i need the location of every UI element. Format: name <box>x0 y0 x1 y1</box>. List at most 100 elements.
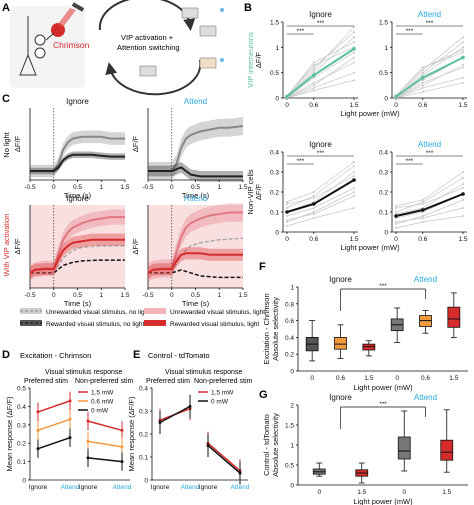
individual-point <box>286 207 288 209</box>
y-tick-label: 0 <box>384 230 388 237</box>
individual-cell-line <box>395 64 464 98</box>
schematic-panel-a: Chrimson VIP activation + Attention swit… <box>10 0 224 96</box>
mean-point <box>36 447 40 451</box>
panel-letter-g: G <box>259 389 268 401</box>
y-tick-label: 0.1 <box>139 455 148 462</box>
individual-point <box>462 177 464 179</box>
series-line <box>148 166 243 178</box>
x-tick-label: -0.5 <box>24 292 36 299</box>
individual-point <box>353 56 355 59</box>
sig-stars: *** <box>317 150 325 157</box>
individual-point <box>353 51 355 54</box>
y-tick-label: 0 <box>144 478 148 485</box>
x-tick-label: 0 <box>52 184 56 191</box>
panel-d-subtitle: Visual stimulus response <box>45 369 122 376</box>
y-axis-label: ΔF/F <box>131 135 140 152</box>
individual-point <box>353 161 355 163</box>
series-line <box>30 259 125 274</box>
individual-point <box>286 219 288 221</box>
y-tick-label: 0.1 <box>17 459 26 466</box>
x-tick-label: -0.5 <box>142 184 154 191</box>
x-tick-label: 1.5 <box>349 236 358 243</box>
group-title: Ignore <box>329 393 352 402</box>
series-line <box>207 444 241 474</box>
vip-neuron-icon <box>51 23 65 37</box>
legend-label: 0 mW <box>91 408 109 415</box>
no-light-label: No light <box>2 131 11 157</box>
individual-point <box>462 207 464 209</box>
individual-point <box>353 207 355 209</box>
x-tick-label: 0 <box>285 236 289 243</box>
individual-point <box>353 195 355 197</box>
mean-point <box>120 460 124 464</box>
y-axis-label: ΔF/F <box>13 135 22 152</box>
x-axis-label: Time (s) <box>182 299 210 308</box>
individual-point <box>312 89 315 92</box>
x-tick-label: 1.5 <box>120 184 129 191</box>
individual-point <box>421 217 424 219</box>
vip-activation-side-label: With VIP activation <box>2 214 11 277</box>
y-tick-label: 0.2 <box>139 432 148 439</box>
mean-point <box>461 55 465 60</box>
x-tick-label: 1.5 <box>364 375 373 382</box>
x-tick-label: 0 <box>395 375 399 382</box>
x-axis-label: Time (s) <box>64 191 92 200</box>
x-tick-label: 0 <box>394 236 398 243</box>
y-tick-label: 0.3 <box>139 409 148 416</box>
mean-point <box>352 47 356 51</box>
individual-point <box>353 171 355 173</box>
x-tick-label: 1 <box>99 292 103 299</box>
x-tick-label: 1.5 <box>357 489 366 496</box>
sig-stars: *** <box>297 158 305 165</box>
sem-band <box>148 203 243 282</box>
legend-label: Rewarded visual stimulus, light <box>170 321 259 328</box>
individual-point <box>312 213 315 215</box>
x-axis-label: Time (s) <box>182 191 210 200</box>
individual-point <box>421 203 424 205</box>
y-axis-label: ΔF/F <box>254 51 263 68</box>
panel-e-title: Control - tdTomato <box>148 351 210 360</box>
attention-switching-label: Attention switching <box>117 43 180 52</box>
x-tick-label: 1 <box>217 184 221 191</box>
individual-cell-line <box>395 215 464 229</box>
individual-point <box>462 187 464 189</box>
individual-point <box>312 86 315 89</box>
light-beam-icon <box>58 8 76 27</box>
y-axis-label-secondary: Non-VIP cells <box>246 169 255 215</box>
y-tick-label: 1.5 <box>270 20 279 27</box>
y-axis-label: Absolute selectivity <box>271 297 280 361</box>
mean-point <box>188 404 192 408</box>
individual-point <box>462 64 464 66</box>
y-axis-label-secondary: VIP interneurons <box>246 32 255 88</box>
individual-point <box>462 36 464 39</box>
y-tick-label: 0.6 <box>285 318 294 325</box>
y-tick-label: 0.4 <box>139 386 148 393</box>
individual-point <box>312 76 315 79</box>
series-line <box>159 405 191 424</box>
individual-point <box>312 195 315 197</box>
y-axis-label-secondary: Excitation - Chrimson <box>262 293 271 364</box>
individual-point <box>312 66 315 69</box>
individual-point <box>312 217 315 219</box>
y-tick-label: 0 <box>22 478 26 485</box>
mean-point <box>36 410 40 414</box>
individual-point <box>421 66 424 69</box>
x-tick-label: 0.5 <box>73 292 82 299</box>
individual-point <box>312 61 315 64</box>
panel-d-title: Excitation - Chrimson <box>20 351 91 360</box>
mean-point <box>421 208 425 212</box>
individual-point <box>353 175 355 177</box>
mean-point <box>394 214 398 218</box>
mean-point <box>68 399 72 403</box>
x-tick-label: 0.6 <box>309 236 318 243</box>
y-tick-label: 1 <box>275 45 279 52</box>
mean-point <box>158 421 162 424</box>
individual-point <box>353 191 355 193</box>
x-tick-label: 0.6 <box>421 375 430 382</box>
mean-point <box>285 210 289 214</box>
individual-point <box>312 211 315 213</box>
y-tick-label: 0.5 <box>379 70 388 77</box>
x-axis-label: Light power (mW) <box>340 243 400 252</box>
y-tick-label: 0.4 <box>379 150 388 157</box>
panel-letter-b: B <box>244 2 252 14</box>
